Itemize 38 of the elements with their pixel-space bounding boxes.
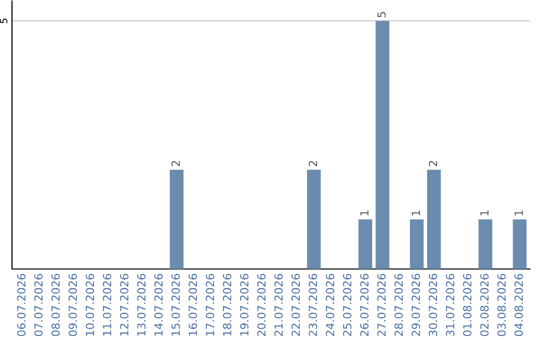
data-label: 1 <box>412 210 420 216</box>
x-tick-label: 08.07.2026 <box>51 274 60 336</box>
x-tick-label: 23.07.2026 <box>308 274 318 336</box>
x-tick-label: 14.07.2026 <box>154 274 163 336</box>
data-label: 1 <box>514 210 523 216</box>
x-tick-label: 01.08.2026 <box>463 274 472 336</box>
x-tick-label: 07.07.2026 <box>34 274 43 336</box>
x-tick-label: 10.07.2026 <box>86 274 94 336</box>
x-tick-label: 31.07.2026 <box>446 274 454 336</box>
x-tick-label: 16.07.2026 <box>188 274 198 336</box>
x-tick-label: 28.07.2026 <box>394 274 403 336</box>
x-tick-label: 09.07.2026 <box>68 274 77 336</box>
x-tick-label: 18.07.2026 <box>222 274 232 336</box>
x-tick-label: 20.07.2026 <box>257 274 266 336</box>
data-label: 2 <box>428 161 438 166</box>
x-tick-label: 29.07.2026 <box>412 274 420 336</box>
x-tick-label: 30.07.2026 <box>428 274 438 336</box>
data-label: 1 <box>360 210 368 216</box>
data-label: 1 <box>480 210 488 216</box>
x-tick-label: 17.07.2026 <box>206 274 214 336</box>
data-label: 2 <box>171 161 180 166</box>
x-tick-label: 03.08.2026 <box>497 274 506 336</box>
x-tick-label: 25.07.2026 <box>343 274 352 336</box>
x-tick-label: 27.07.2026 <box>377 274 386 336</box>
x-tick-label: 11.07.2026 <box>102 274 112 336</box>
x-tick-label: 13.07.2026 <box>137 274 146 336</box>
x-tick-label: 26.07.2026 <box>360 274 369 336</box>
x-tick-label: 02.08.2026 <box>480 274 489 336</box>
x-tick-label: 04.08.2026 <box>514 274 523 336</box>
x-tick-label: 06.07.2026 <box>17 274 26 336</box>
x-tick-label: 24.07.2026 <box>326 274 334 336</box>
x-tick-label: 15.07.2026 <box>171 274 180 336</box>
x-tick-label: 19.07.2026 <box>240 274 248 336</box>
data-label: 2 <box>308 161 317 166</box>
x-tick-label: 21.07.2026 <box>274 274 283 336</box>
data-label: 5 <box>377 12 386 18</box>
x-tick-label: 12.07.2026 <box>120 274 128 336</box>
x-tick-label: 22.07.2026 <box>292 274 300 336</box>
